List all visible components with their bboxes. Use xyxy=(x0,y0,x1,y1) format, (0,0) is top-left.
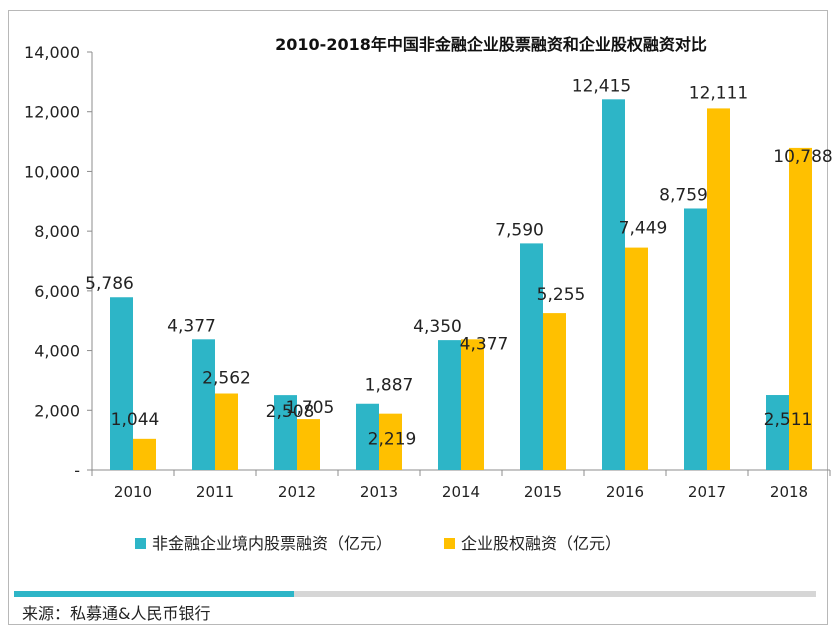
data-label-stock-financing: 2,219 xyxy=(368,430,417,450)
y-tick-label: 10,000 xyxy=(24,162,80,181)
data-label-stock-financing: 4,350 xyxy=(413,317,462,337)
bar-equity-financing xyxy=(379,413,402,470)
bar-equity-financing xyxy=(461,339,484,470)
bar-stock-financing xyxy=(274,395,297,470)
bar-stock-financing xyxy=(110,297,133,470)
bar-equity-financing xyxy=(789,147,812,471)
data-label-stock-financing: 4,377 xyxy=(167,316,216,336)
legend-swatch-stock-financing xyxy=(135,538,146,549)
data-label-equity-financing: 10,788 xyxy=(773,147,832,167)
bar-equity-financing xyxy=(625,247,648,470)
bar-stock-financing xyxy=(192,339,215,470)
y-tick-label: 2,000 xyxy=(34,401,80,420)
data-label-equity-financing: 1,887 xyxy=(365,376,414,396)
bar-equity-financing xyxy=(297,419,320,470)
x-tick-label: 2015 xyxy=(524,483,562,501)
footer-accent-bar xyxy=(14,591,294,597)
bar-equity-financing xyxy=(707,108,730,470)
data-label-stock-financing: 2,511 xyxy=(764,410,813,430)
bar-equity-financing xyxy=(215,393,238,470)
footer-divider-bar xyxy=(294,591,816,597)
data-label-equity-financing: 2,562 xyxy=(202,369,251,389)
legend-swatch-equity-financing xyxy=(444,538,455,549)
chart-frame xyxy=(8,10,828,625)
bar-stock-financing xyxy=(356,403,379,470)
data-label-equity-financing: 7,449 xyxy=(619,219,668,239)
x-tick-label: 2010 xyxy=(114,483,152,501)
source-note: 来源：私募通&人民币银行 xyxy=(22,604,211,623)
data-label-stock-financing: 12,415 xyxy=(572,76,631,96)
data-label-equity-financing: 4,377 xyxy=(460,334,509,354)
bar-equity-financing xyxy=(543,313,566,470)
x-tick-label: 2017 xyxy=(688,483,726,501)
bar-stock-financing xyxy=(438,340,461,470)
bar-stock-financing xyxy=(766,395,789,470)
legend-label-equity-financing: 企业股权融资（亿元） xyxy=(461,534,621,553)
x-tick-label: 2011 xyxy=(196,483,234,501)
legend-label-stock-financing: 非金融企业境内股票融资（亿元） xyxy=(152,534,392,553)
bar-equity-financing xyxy=(133,438,156,470)
data-label-equity-financing: 5,255 xyxy=(537,285,586,305)
y-tick-label: - xyxy=(74,461,80,480)
x-tick-label: 2013 xyxy=(360,483,398,501)
data-label-equity-financing: 12,111 xyxy=(689,83,748,103)
chart-title: 2010-2018年中国非金融企业股票融资和企业股权融资对比 xyxy=(275,35,707,54)
y-tick-label: 14,000 xyxy=(24,43,80,62)
x-tick-label: 2012 xyxy=(278,483,316,501)
y-tick-label: 6,000 xyxy=(34,282,80,301)
bar-stock-financing xyxy=(520,243,543,470)
y-tick-label: 4,000 xyxy=(34,342,80,361)
x-tick-label: 2014 xyxy=(442,483,480,501)
x-tick-label: 2018 xyxy=(770,483,808,501)
y-tick-label: 12,000 xyxy=(24,103,80,122)
y-tick-label: 8,000 xyxy=(34,222,80,241)
data-label-stock-financing: 7,590 xyxy=(495,220,544,240)
data-label-stock-financing: 8,759 xyxy=(659,185,708,205)
data-label-stock-financing: 5,786 xyxy=(85,274,134,294)
data-label-equity-financing: 1,044 xyxy=(111,410,160,430)
bar-stock-financing xyxy=(602,99,625,470)
data-label-stock-financing: 2,508 xyxy=(266,402,315,422)
data-label-equity-financing: 1,705 xyxy=(286,398,335,418)
bar-stock-financing xyxy=(684,208,707,470)
x-tick-label: 2016 xyxy=(606,483,644,501)
